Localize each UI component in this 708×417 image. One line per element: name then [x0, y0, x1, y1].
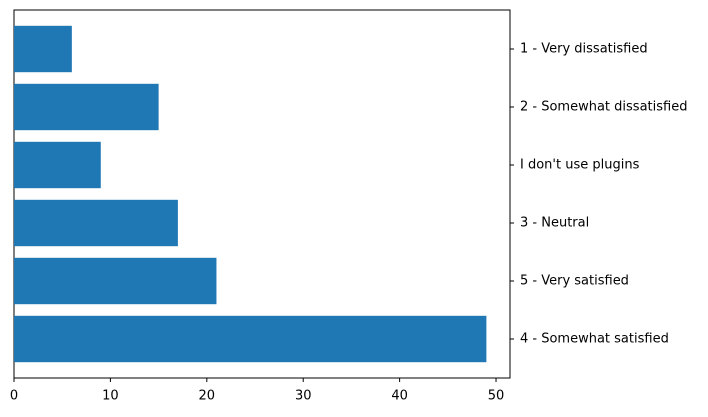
x-tick-label: 0 — [10, 389, 18, 404]
x-tick-label: 30 — [295, 389, 312, 404]
x-tick-label: 10 — [102, 389, 119, 404]
bar — [14, 199, 178, 247]
bar — [14, 83, 159, 131]
y-tick-label: I don't use plugins — [520, 158, 640, 173]
x-tick-label: 20 — [199, 389, 216, 404]
y-tick-label: 3 - Neutral — [520, 216, 589, 231]
y-tick-label: 4 - Somewhat satisfied — [520, 332, 669, 347]
x-tick-label: 50 — [488, 389, 505, 404]
bar — [14, 315, 487, 363]
y-tick-label: 1 - Very dissatisfied — [520, 42, 648, 57]
x-tick-label: 40 — [391, 389, 408, 404]
bar — [14, 257, 217, 305]
y-tick-label: 2 - Somewhat dissatisfied — [520, 100, 687, 115]
axes-frame — [13, 9, 511, 379]
bar — [14, 141, 101, 189]
bar — [14, 25, 72, 73]
y-tick-label: 5 - Very satisfied — [520, 274, 629, 289]
